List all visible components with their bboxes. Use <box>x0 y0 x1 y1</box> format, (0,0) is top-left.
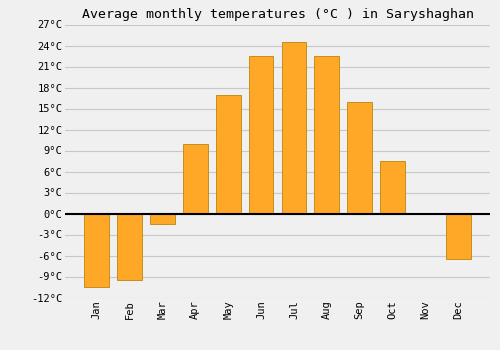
Bar <box>248 56 274 213</box>
Bar <box>117 214 142 280</box>
Bar <box>84 214 109 287</box>
Bar <box>446 214 470 259</box>
Bar <box>348 102 372 214</box>
Bar <box>282 42 306 214</box>
Bar <box>183 144 208 214</box>
Bar <box>216 94 240 214</box>
Title: Average monthly temperatures (°C ) in Saryshaghan: Average monthly temperatures (°C ) in Sa… <box>82 8 473 21</box>
Bar <box>314 56 339 213</box>
Bar <box>380 161 405 214</box>
Bar <box>150 214 174 224</box>
